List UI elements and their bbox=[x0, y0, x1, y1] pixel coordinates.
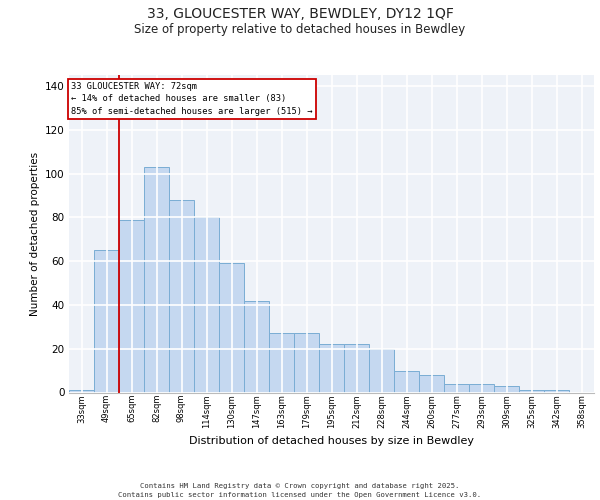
Bar bbox=[119, 220, 144, 392]
Bar bbox=[544, 390, 569, 392]
Bar bbox=[294, 334, 319, 392]
Bar bbox=[519, 390, 544, 392]
Bar bbox=[319, 344, 344, 393]
Bar bbox=[494, 386, 519, 392]
Bar bbox=[369, 348, 394, 393]
Bar bbox=[444, 384, 469, 392]
Bar bbox=[269, 334, 294, 392]
Bar bbox=[219, 264, 244, 392]
Bar bbox=[469, 384, 494, 392]
Text: 33, GLOUCESTER WAY, BEWDLEY, DY12 1QF: 33, GLOUCESTER WAY, BEWDLEY, DY12 1QF bbox=[146, 8, 454, 22]
Text: Contains HM Land Registry data © Crown copyright and database right 2025.
Contai: Contains HM Land Registry data © Crown c… bbox=[118, 483, 482, 498]
Bar bbox=[169, 200, 194, 392]
Bar bbox=[394, 370, 419, 392]
Bar bbox=[69, 390, 94, 392]
Y-axis label: Number of detached properties: Number of detached properties bbox=[29, 152, 40, 316]
Text: Size of property relative to detached houses in Bewdley: Size of property relative to detached ho… bbox=[134, 24, 466, 36]
Bar bbox=[344, 344, 369, 393]
Text: 33 GLOUCESTER WAY: 72sqm
← 14% of detached houses are smaller (83)
85% of semi-d: 33 GLOUCESTER WAY: 72sqm ← 14% of detach… bbox=[71, 82, 313, 116]
X-axis label: Distribution of detached houses by size in Bewdley: Distribution of detached houses by size … bbox=[189, 436, 474, 446]
Bar bbox=[419, 375, 444, 392]
Bar bbox=[194, 218, 219, 392]
Bar bbox=[94, 250, 119, 392]
Bar bbox=[244, 300, 269, 392]
Bar bbox=[144, 167, 169, 392]
